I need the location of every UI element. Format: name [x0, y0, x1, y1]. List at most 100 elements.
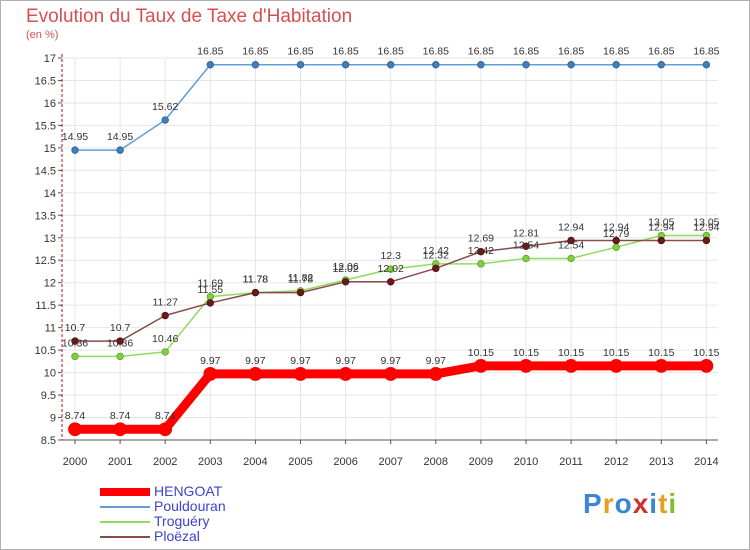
data-point [206, 299, 214, 307]
data-point [296, 288, 305, 297]
logo-letter: i [668, 488, 678, 519]
data-point [116, 146, 124, 154]
data-label: 14.95 [62, 131, 88, 143]
data-label: 10.46 [152, 333, 178, 345]
y-tick-label: 13 [44, 233, 56, 245]
data-label: 10.36 [62, 337, 88, 349]
data-label: 12.06 [332, 261, 358, 273]
legend-label: Ploëzal [154, 528, 200, 544]
data-label: 12.81 [513, 227, 539, 239]
data-label: 16.85 [693, 46, 719, 58]
x-tick-label: 2001 [108, 456, 132, 468]
data-label: 12.54 [513, 239, 539, 251]
legend-label: HENGOAT [154, 483, 223, 499]
data-label: 10.15 [693, 347, 719, 359]
legend-item: Pouldouran [100, 498, 400, 514]
data-point [296, 61, 305, 69]
x-tick-label: 2011 [559, 456, 583, 468]
data-label: 11.55 [198, 284, 224, 296]
data-point [432, 61, 440, 69]
data-label: 8.74 [110, 410, 131, 422]
data-label: 9.97 [245, 355, 266, 367]
data-label: 9.97 [200, 355, 221, 367]
data-label: 16.85 [242, 46, 268, 58]
data-point [432, 264, 440, 273]
data-label: 11.69 [198, 278, 224, 290]
data-point [477, 247, 485, 256]
data-label: 11.78 [243, 274, 269, 286]
proxiti-logo: Proxiti [583, 488, 677, 520]
data-point [116, 352, 124, 361]
y-tick-label: 15.5 [35, 120, 56, 132]
x-tick-label: 2007 [378, 456, 402, 468]
x-tick-label: 2000 [63, 456, 87, 468]
data-label: 11.82 [288, 272, 314, 284]
y-tick-label: 9.5 [41, 390, 56, 402]
x-tick-label: 2003 [198, 456, 222, 468]
x-tick-label: 2013 [649, 456, 673, 468]
data-point [612, 61, 620, 69]
data-point [657, 236, 665, 245]
data-label: 10.15 [648, 347, 674, 359]
data-label: 16.85 [603, 46, 629, 58]
legend-label: Troguéry [154, 513, 210, 529]
chart-title: Evolution du Taux de Taxe d'Habitation [26, 6, 353, 27]
data-label: 12.02 [332, 263, 358, 275]
legend-item: Ploëzal [100, 528, 400, 544]
data-point [654, 358, 669, 373]
data-point [293, 367, 308, 381]
y-tick-label: 15 [44, 143, 56, 155]
data-point [71, 146, 79, 154]
data-label: 9.97 [290, 355, 311, 367]
legend-label: Pouldouran [154, 498, 226, 514]
data-point [699, 358, 714, 373]
x-tick-label: 2009 [469, 456, 493, 468]
data-point [567, 61, 575, 69]
data-point [203, 367, 218, 381]
data-label: 13.05 [648, 217, 674, 229]
x-tick-label: 2005 [288, 456, 312, 468]
data-label: 12.69 [468, 233, 494, 245]
data-point [206, 61, 214, 69]
data-label: 13.05 [693, 217, 719, 229]
data-label: 12.42 [423, 245, 449, 257]
data-label: 15.62 [152, 101, 178, 113]
data-label: 12.94 [648, 221, 674, 233]
data-point [477, 260, 485, 268]
legend-swatch [100, 488, 150, 496]
x-tick-label: 2010 [514, 456, 538, 468]
data-point [341, 278, 350, 286]
data-point [116, 337, 124, 345]
y-tick-label: 11 [45, 323, 56, 335]
data-label: 12.94 [693, 221, 719, 233]
data-label: 9.97 [380, 355, 401, 367]
data-point [612, 236, 620, 245]
data-label: 11.78 [288, 274, 314, 286]
data-point [522, 242, 530, 251]
legend-swatch [100, 536, 150, 538]
y-tick-label: 10 [44, 368, 56, 380]
legend-item: HENGOAT [100, 483, 400, 499]
data-point [383, 367, 398, 381]
data-point [113, 422, 127, 437]
x-tick-label: 2014 [694, 456, 718, 468]
data-point [522, 254, 530, 263]
data-label: 16.85 [332, 46, 358, 58]
y-tick-label: 9 [50, 413, 56, 425]
data-label: 12.32 [423, 249, 449, 261]
y-tick-label: 12 [44, 278, 56, 290]
data-point [702, 61, 711, 69]
data-point [702, 236, 711, 245]
logo-letter: t [658, 488, 669, 519]
data-point [251, 61, 260, 69]
data-label: 12.42 [468, 245, 494, 257]
data-label: 16.85 [468, 46, 494, 58]
data-label: 16.85 [513, 46, 539, 58]
y-tick-label: 12.5 [35, 255, 56, 267]
data-point [161, 116, 169, 124]
chart-legend: HENGOAT Pouldouran Troguéry Ploëzal [100, 483, 400, 544]
legend-item: Troguéry [100, 513, 400, 529]
data-label: 10.7 [65, 322, 86, 334]
x-tick-label: 2012 [604, 456, 628, 468]
